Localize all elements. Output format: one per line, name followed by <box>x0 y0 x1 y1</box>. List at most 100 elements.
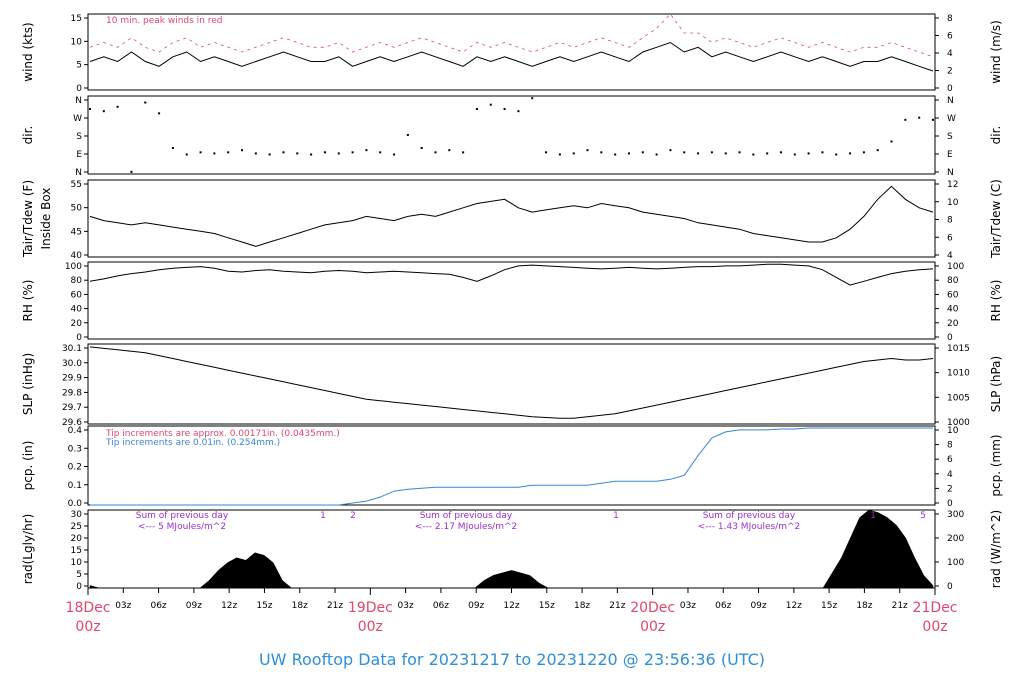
y-tick-label-right: 20 <box>947 319 959 329</box>
y-axis-label-left: wind (kts) <box>21 22 35 81</box>
direction-point <box>420 147 423 149</box>
direction-point <box>821 151 824 154</box>
radiation-sum-value: <--- 2.17 MJoules/m^2 <box>415 522 517 532</box>
direction-point <box>835 153 838 156</box>
y-tick-label-left: 20 <box>71 319 83 329</box>
y-tick-label-left: 55 <box>71 180 82 190</box>
y-tick-label-right: N <box>947 96 954 106</box>
panel-frame <box>87 13 936 91</box>
direction-point <box>268 153 271 156</box>
x-tick-label: 12z <box>786 601 802 611</box>
y-tick-label-left: S <box>76 132 82 142</box>
radiation-marker: 5 <box>920 511 926 521</box>
y-tick-label-right: 1010 <box>947 369 970 379</box>
radiation-marker: 1 <box>613 511 619 521</box>
series-line-0 <box>89 263 934 286</box>
y-tick-label-left: 0 <box>76 582 82 592</box>
x-tick-label: 15z <box>256 601 272 611</box>
x-tick-label: 09z <box>186 601 202 611</box>
x-tick-label: 12z <box>221 601 237 611</box>
series-line-0 <box>89 41 934 72</box>
direction-point <box>572 152 575 155</box>
direction-point <box>655 153 658 156</box>
y-tick-label-left: 40 <box>71 305 83 315</box>
direction-point <box>890 140 893 143</box>
x-tick-label: 21z <box>609 601 625 611</box>
y-axis-label-right: SLP (hPa) <box>989 356 1003 412</box>
x-day-label: 21Dec <box>913 600 958 616</box>
direction-point <box>710 151 713 154</box>
direction-point <box>475 108 478 110</box>
radiation-sum-label: Sum of previous day <box>703 511 796 521</box>
x-tick-label: 21z <box>327 601 343 611</box>
y-tick-label-right: 8 <box>947 14 953 24</box>
direction-point <box>862 151 865 154</box>
direction-point <box>393 153 396 156</box>
direction-point <box>669 149 672 152</box>
y-tick-label-left: 0.3 <box>68 444 82 454</box>
y-tick-label-left: 5 <box>76 570 82 580</box>
direction-point <box>738 151 741 154</box>
x-tick-label: 06z <box>150 601 166 611</box>
direction-point <box>434 151 437 154</box>
y-tick-label-left: 25 <box>71 522 82 532</box>
y-tick-label-right: 0 <box>947 84 953 94</box>
direction-point <box>171 147 174 149</box>
y-tick-label-right: 6 <box>947 32 953 42</box>
series-line-0 <box>90 427 933 506</box>
y-axis-label-left: dir. <box>21 126 35 145</box>
series-line-0 <box>89 185 934 247</box>
y-axis-label-left: pcp. (in) <box>21 441 35 491</box>
panel-frame <box>87 179 936 258</box>
y-axis-label-left: RH (%) <box>21 280 35 322</box>
y-tick-label-left: 40 <box>71 251 83 261</box>
y-tick-label-right: 200 <box>947 534 964 544</box>
y-tick-label-right: 0 <box>947 499 953 509</box>
y-tick-label-right: 2 <box>947 484 953 494</box>
y-tick-label-right: 40 <box>947 305 959 315</box>
y-tick-label-right: 12 <box>947 180 958 190</box>
series-line-0 <box>89 346 934 419</box>
direction-point <box>144 101 147 104</box>
y-tick-label-right: 1005 <box>947 393 970 403</box>
direction-point <box>904 118 907 121</box>
x-day-hour-label: 00z <box>640 619 665 635</box>
radiation-marker: 1 <box>870 511 876 521</box>
panel-4: 0 20 40 60 80 100 0 20 40 60 80 100 RH (%) RH (%) <box>21 261 1003 343</box>
y-tick-label-left: 80 <box>71 276 83 286</box>
direction-point <box>793 153 796 156</box>
y-tick-label-left: E <box>76 150 82 160</box>
direction-point <box>379 151 382 154</box>
direction-point <box>489 103 492 106</box>
y-tick-label-left: 29.7 <box>62 403 82 413</box>
direction-point <box>406 134 409 136</box>
panel-frame <box>87 343 936 425</box>
direction-point <box>337 152 340 155</box>
direction-point <box>102 110 105 113</box>
y-tick-label-right: 2 <box>947 67 953 77</box>
chart-footer-title: UW Rooftop Data for 20231217 to 20231220… <box>259 650 765 669</box>
direction-point <box>683 151 686 154</box>
y-tick-label-right: 1015 <box>947 344 970 354</box>
y-tick-label-right: 10 <box>947 198 959 208</box>
direction-point <box>766 152 769 155</box>
direction-point <box>876 149 879 152</box>
y-tick-label-left: 0.1 <box>68 481 82 491</box>
x-tick-label: 09z <box>750 601 766 611</box>
direction-point <box>241 149 244 152</box>
y-tick-label-right: E <box>947 150 953 160</box>
y-tick-label-right: N <box>947 168 954 178</box>
radiation-marker: 2 <box>350 511 356 521</box>
x-tick-label: 18z <box>856 601 872 611</box>
x-tick-label: 12z <box>503 601 519 611</box>
y-tick-label-right: 60 <box>947 290 959 300</box>
y-tick-label-left: 15 <box>71 14 82 24</box>
direction-point <box>116 105 119 108</box>
y-tick-label-left: 29.9 <box>62 374 82 384</box>
pcp-annotation-blue: Tip increments are 0.01in. (0.254mm.) <box>105 438 280 448</box>
x-tick-label: 06z <box>433 601 449 611</box>
direction-point <box>185 153 188 156</box>
direction-point <box>545 151 548 154</box>
radiation-sum-value: <--- 5 MJoules/m^2 <box>138 522 226 532</box>
